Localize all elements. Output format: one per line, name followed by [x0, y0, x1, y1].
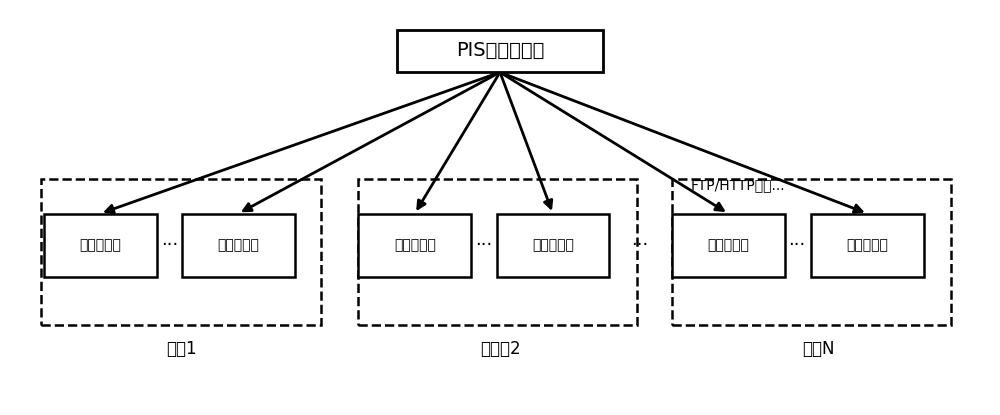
Text: PIS中心子系统: PIS中心子系统: [456, 42, 544, 61]
FancyBboxPatch shape: [358, 214, 471, 277]
Text: ···: ···: [161, 236, 178, 254]
Text: 播放控制器: 播放控制器: [847, 238, 888, 252]
FancyBboxPatch shape: [497, 214, 609, 277]
Text: 车祹N: 车祹N: [802, 339, 835, 358]
Text: 播放控制器: 播放控制器: [79, 238, 121, 252]
Text: ···: ···: [475, 236, 492, 254]
Text: 播放控制器: 播放控制器: [532, 238, 574, 252]
Text: FTP/HTTP下载...: FTP/HTTP下载...: [691, 178, 786, 192]
Text: 播放控制器: 播放控制器: [217, 238, 259, 252]
Text: 播放控制器: 播放控制器: [707, 238, 749, 252]
FancyBboxPatch shape: [44, 214, 157, 277]
FancyBboxPatch shape: [397, 29, 603, 72]
Text: 车坹1: 车坹1: [166, 339, 197, 358]
FancyBboxPatch shape: [672, 214, 785, 277]
Text: ···: ···: [788, 236, 806, 254]
FancyBboxPatch shape: [182, 214, 295, 277]
Text: 播放控制器: 播放控制器: [394, 238, 436, 252]
Text: ···: ···: [632, 236, 649, 254]
Text: 车祹坹2: 车祹坹2: [480, 339, 520, 358]
FancyBboxPatch shape: [811, 214, 924, 277]
